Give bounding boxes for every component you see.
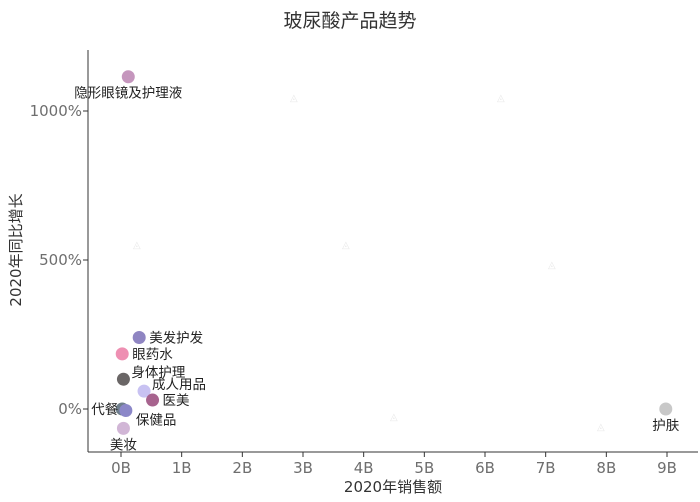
- data-points: [115, 70, 673, 435]
- watermark: ◬: [497, 93, 505, 104]
- y-tick-label: 0%: [58, 400, 82, 418]
- x-tick-label: 7B: [536, 459, 556, 477]
- data-point: [132, 330, 146, 344]
- chart-title: 玻尿酸产品趋势: [283, 10, 416, 32]
- y-tick-label: 500%: [39, 251, 82, 269]
- y-axis-label: 2020年同比增长: [7, 193, 25, 306]
- data-point-label: 医美: [163, 393, 190, 409]
- data-point: [116, 421, 130, 435]
- data-point-label: 隐形眼镜及护理液: [74, 86, 182, 102]
- data-point: [116, 372, 130, 386]
- x-tick-label: 8B: [596, 459, 616, 477]
- data-point-label: 眼药水: [132, 347, 173, 363]
- watermark: ◬: [548, 260, 556, 271]
- data-point-label: 保健品: [136, 412, 177, 428]
- data-point: [659, 402, 673, 416]
- data-point-label: 代餐: [91, 402, 118, 418]
- watermark: ◬: [290, 93, 298, 104]
- x-tick-label: 3B: [293, 459, 313, 477]
- data-point-label: 身体护理: [131, 365, 185, 381]
- watermark: ◬: [133, 240, 141, 251]
- watermark: ◬: [342, 240, 350, 251]
- data-point: [121, 70, 135, 84]
- x-tick-label: 6B: [475, 459, 495, 477]
- x-tick-label: 4B: [354, 459, 374, 477]
- x-tick-label: 5B: [414, 459, 434, 477]
- x-axis-ticks: 0B 1B 2B 3B 4B 5B 6B 7B 8B 9B: [111, 452, 677, 477]
- x-tick-label: 1B: [172, 459, 192, 477]
- plot-area: [87, 50, 698, 453]
- data-point: [146, 393, 160, 407]
- x-tick-label: 0B: [111, 459, 131, 477]
- x-tick-label: 2B: [232, 459, 252, 477]
- watermarks: ◬ ◬ ◬ ◬ ◬ ◬ ◬: [133, 93, 605, 433]
- data-point-label: 美妆: [110, 437, 137, 453]
- data-point: [115, 347, 129, 361]
- data-point: [137, 384, 151, 398]
- data-point-label: 美发护发: [149, 330, 203, 346]
- x-axis-label: 2020年销售额: [344, 478, 442, 496]
- x-tick-label: 9B: [657, 459, 677, 477]
- data-point: [119, 403, 133, 417]
- y-tick-label: 1000%: [30, 102, 82, 120]
- y-axis-ticks: 0% 500% 1000%: [30, 102, 88, 418]
- watermark: ◬: [597, 422, 605, 433]
- watermark: ◬: [390, 412, 398, 423]
- data-point-label: 成人用品: [152, 377, 206, 393]
- data-point-label: 护肤: [652, 418, 679, 434]
